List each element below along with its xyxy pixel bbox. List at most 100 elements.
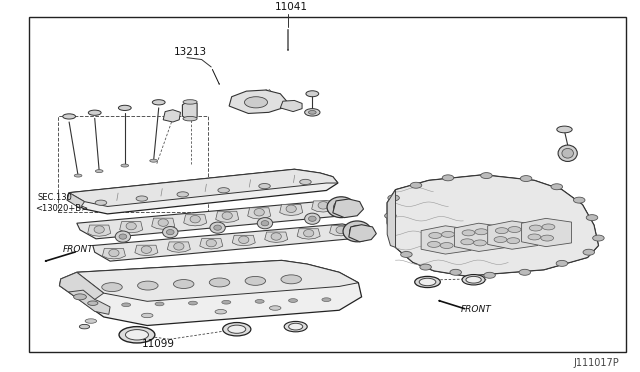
Ellipse shape [556, 260, 568, 266]
Ellipse shape [259, 183, 270, 189]
Ellipse shape [484, 272, 495, 278]
Ellipse shape [183, 100, 197, 104]
Ellipse shape [209, 278, 230, 287]
Ellipse shape [122, 303, 131, 307]
Polygon shape [216, 211, 239, 222]
Polygon shape [349, 225, 376, 242]
Ellipse shape [158, 219, 168, 226]
Polygon shape [232, 235, 255, 246]
Polygon shape [280, 204, 303, 215]
Ellipse shape [475, 229, 488, 235]
Polygon shape [454, 223, 504, 251]
Text: 11041: 11041 [275, 2, 308, 12]
Polygon shape [248, 208, 271, 219]
Polygon shape [93, 224, 365, 261]
Polygon shape [387, 190, 396, 247]
Ellipse shape [79, 324, 90, 329]
Ellipse shape [385, 213, 396, 219]
Polygon shape [387, 175, 598, 276]
Polygon shape [280, 100, 302, 112]
Ellipse shape [126, 222, 136, 230]
Ellipse shape [586, 215, 598, 221]
Ellipse shape [481, 173, 492, 179]
Ellipse shape [173, 279, 194, 288]
Ellipse shape [494, 237, 507, 243]
Polygon shape [152, 218, 175, 229]
Ellipse shape [136, 196, 148, 201]
Ellipse shape [349, 225, 365, 237]
Polygon shape [67, 193, 84, 208]
Text: <13020+B>: <13020+B> [35, 204, 88, 213]
Ellipse shape [306, 91, 319, 97]
Text: FRONT: FRONT [461, 305, 492, 314]
Polygon shape [163, 110, 180, 122]
Ellipse shape [420, 264, 431, 270]
Ellipse shape [215, 310, 227, 314]
Ellipse shape [206, 239, 216, 247]
Ellipse shape [289, 299, 298, 302]
Text: 13213: 13213 [174, 47, 207, 57]
Polygon shape [60, 272, 104, 299]
Ellipse shape [429, 232, 442, 238]
Ellipse shape [508, 227, 521, 232]
Ellipse shape [173, 243, 184, 250]
Ellipse shape [401, 251, 412, 257]
Ellipse shape [121, 164, 129, 167]
Ellipse shape [152, 100, 165, 105]
Ellipse shape [138, 281, 158, 290]
Text: SEC.130: SEC.130 [37, 193, 72, 202]
Ellipse shape [214, 225, 221, 230]
Ellipse shape [74, 294, 86, 300]
Ellipse shape [95, 170, 103, 173]
Ellipse shape [109, 249, 119, 257]
Polygon shape [77, 260, 358, 301]
Ellipse shape [557, 126, 572, 133]
Ellipse shape [289, 323, 303, 330]
Ellipse shape [305, 109, 320, 116]
Polygon shape [88, 225, 111, 236]
Ellipse shape [442, 175, 454, 181]
Ellipse shape [495, 228, 508, 234]
Ellipse shape [141, 313, 153, 318]
Polygon shape [68, 290, 110, 314]
Ellipse shape [95, 200, 107, 205]
Ellipse shape [286, 205, 296, 212]
Ellipse shape [118, 105, 131, 110]
Bar [58, 116, 208, 212]
Ellipse shape [210, 222, 225, 233]
Ellipse shape [222, 300, 231, 304]
Ellipse shape [593, 235, 604, 241]
Polygon shape [333, 199, 364, 218]
Ellipse shape [583, 249, 595, 255]
Ellipse shape [119, 234, 127, 239]
Ellipse shape [529, 225, 542, 231]
Ellipse shape [520, 176, 532, 182]
Ellipse shape [507, 238, 520, 244]
Ellipse shape [541, 235, 554, 241]
Ellipse shape [102, 283, 122, 292]
Ellipse shape [419, 278, 436, 286]
Ellipse shape [166, 230, 174, 235]
Polygon shape [120, 222, 143, 233]
Ellipse shape [222, 212, 232, 219]
Ellipse shape [63, 114, 76, 119]
Ellipse shape [254, 209, 264, 216]
Ellipse shape [115, 231, 131, 242]
Ellipse shape [428, 241, 440, 247]
Polygon shape [330, 225, 353, 236]
Ellipse shape [141, 246, 152, 253]
Ellipse shape [125, 330, 148, 340]
Polygon shape [312, 201, 335, 212]
Ellipse shape [244, 97, 268, 108]
Ellipse shape [281, 275, 301, 284]
Ellipse shape [305, 213, 320, 224]
Ellipse shape [269, 306, 281, 310]
Ellipse shape [308, 216, 316, 221]
Ellipse shape [223, 323, 251, 336]
Polygon shape [265, 232, 288, 243]
Ellipse shape [74, 174, 82, 177]
Ellipse shape [271, 233, 282, 240]
Polygon shape [182, 101, 197, 120]
Ellipse shape [155, 302, 164, 306]
Ellipse shape [388, 195, 399, 201]
